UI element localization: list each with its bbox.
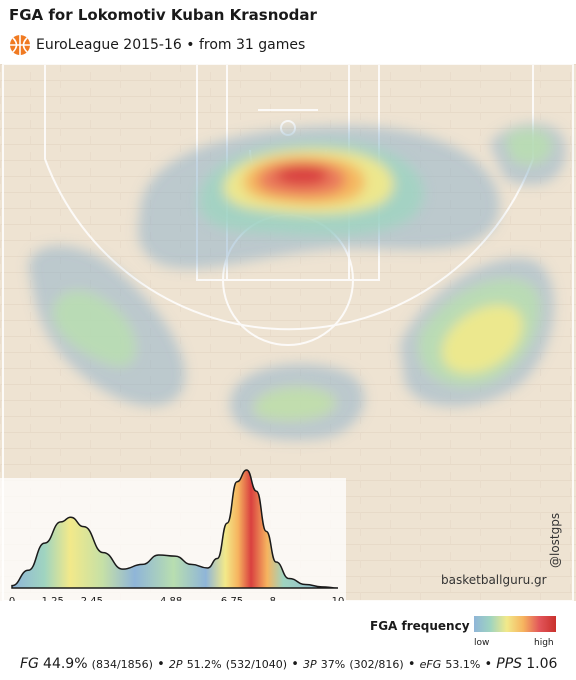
pps-label: PPS	[496, 656, 523, 672]
separator: •	[157, 657, 165, 672]
legend-low-label: low	[474, 638, 490, 648]
shot-heatmap: 01.252.454.886.75810Distance (m)	[0, 64, 576, 601]
euroleague-ball-icon	[10, 35, 30, 55]
separator: •	[407, 657, 416, 672]
pps-value: 1.06	[526, 656, 558, 672]
separator: •	[484, 657, 493, 672]
p2-label: 2P	[168, 658, 183, 671]
stats-line: FG 44.9% (834/1856) • 2P 51.2% (532/1040…	[20, 656, 557, 672]
distance-tick-label: 1.25	[42, 596, 64, 601]
legend-high-label: high	[534, 638, 554, 648]
distance-tick-label: 0	[9, 596, 15, 601]
chart-title: FGA for Lokomotiv Kuban Krasnodar	[9, 6, 317, 24]
p2-counts: (532/1040)	[225, 658, 288, 671]
distance-inset: 01.252.454.886.75810Distance (m)	[0, 469, 346, 601]
watermark-site: basketballguru.gr	[441, 573, 547, 587]
fg-label: FG	[20, 656, 39, 672]
fg-pct: 44.9%	[43, 656, 88, 672]
p2-pct: 51.2%	[186, 658, 222, 671]
distance-tick-label: 2.45	[81, 596, 103, 601]
legend-color-bar	[474, 616, 556, 632]
efg-label: eFG	[419, 658, 442, 671]
distance-tick-label: 4.88	[160, 596, 182, 601]
chart-subtitle: EuroLeague 2015-16 • from 31 games	[36, 37, 306, 53]
p3-label: 3P	[303, 658, 317, 671]
separator: •	[291, 657, 299, 672]
distance-tick-label: 10	[332, 596, 345, 601]
distance-tick-label: 8	[270, 596, 276, 601]
distance-tick-label: 6.75	[221, 596, 243, 601]
distance-density-area	[11, 469, 339, 589]
p3-pct: 37%	[320, 658, 346, 671]
p3-counts: (302/816)	[349, 658, 404, 671]
legend-title: FGA frequency	[370, 619, 470, 633]
efg-pct: 53.1%	[445, 658, 481, 671]
heatmap-layer	[28, 123, 566, 441]
watermark-handle: @lostgps	[548, 512, 562, 568]
fg-counts: (834/1856)	[91, 658, 153, 671]
